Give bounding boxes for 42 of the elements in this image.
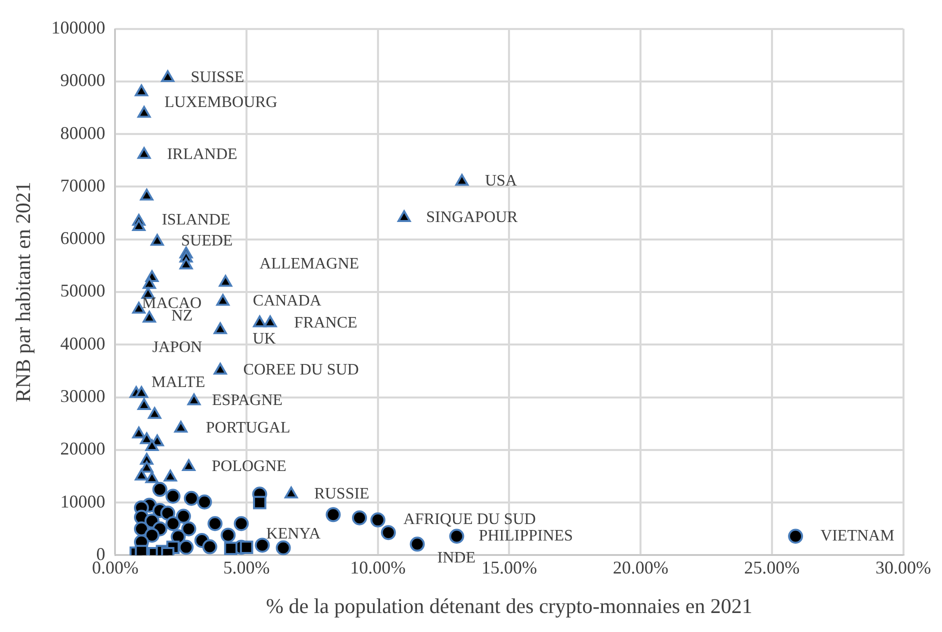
annotation: ESPAGNE	[212, 392, 283, 410]
x-tick-label: 5.00%	[223, 558, 270, 578]
annotation: NZ	[171, 308, 193, 325]
annotation: VIETNAM	[820, 527, 894, 544]
y-axis-title: RNB par habitant en 2021	[11, 182, 36, 402]
y-tick-label: 50000	[60, 280, 106, 301]
y-tick-label: 10000	[60, 491, 106, 512]
annotation: JAPON	[152, 339, 203, 356]
annotation: SUISSE	[190, 68, 244, 86]
annotation: CANADA	[252, 292, 322, 310]
y-tick-label: 90000	[60, 70, 106, 90]
annotation: POLOGNE	[212, 458, 286, 475]
annotation: COREE DU SUD	[243, 362, 359, 379]
annotation: SINGAPOUR	[426, 208, 518, 226]
annotation: PORTUGAL	[206, 420, 290, 437]
annotation: ISLANDE	[162, 212, 230, 229]
annotation: MALTE	[151, 374, 206, 391]
annotation: RUSSIE	[314, 485, 370, 502]
x-axis-title: % de la population détenant des crypto-monnaies en 2021	[266, 594, 752, 618]
y-tick-label: 40000	[60, 333, 106, 354]
x-tick-label: 20.00%	[612, 558, 668, 578]
annotation: IRLANDE	[167, 146, 238, 163]
y-tick-label: 80000	[60, 122, 106, 143]
annotation: SUEDE	[181, 232, 233, 250]
y-tick-label: 70000	[60, 175, 106, 196]
annotation: FRANCE	[294, 314, 358, 332]
annotation: PHILIPPINES	[478, 527, 573, 544]
x-tick-label: 25.00%	[744, 558, 800, 578]
x-tick-label: 10.00%	[350, 558, 406, 578]
y-tick-label: 60000	[60, 228, 106, 248]
y-tick-label: 20000	[60, 438, 106, 459]
annotation: USA	[484, 172, 518, 190]
annotation: INDE	[437, 549, 476, 566]
annotation: LUXEMBOURG	[164, 94, 278, 112]
annotation: ALLEMAGNE	[260, 256, 360, 273]
x-tick-label: 30.00%	[876, 558, 932, 578]
y-tick-label: 30000	[60, 386, 106, 406]
annotation: AFRIQUE DU SUD	[403, 510, 536, 528]
annotation: KENYA	[266, 526, 321, 543]
annotation: UK	[252, 330, 276, 348]
y-tick-label: 100000	[51, 18, 106, 38]
x-tick-label: 15.00%	[481, 558, 537, 578]
